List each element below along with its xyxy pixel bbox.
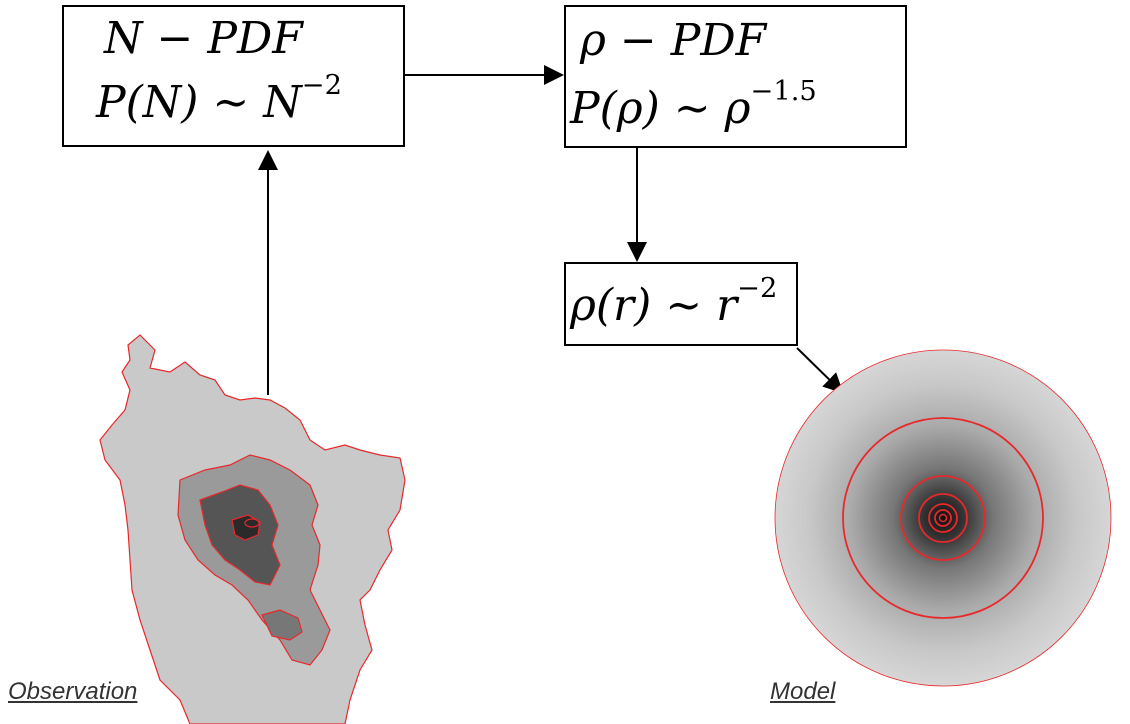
model-contour-6	[938, 513, 948, 523]
observation-peak	[244, 518, 260, 528]
rhopdf-formula: P(ρ) ∼ ρ−1.5	[570, 78, 817, 134]
profile-box: ρ(r) ∼ r−2	[564, 262, 798, 346]
model-contour-4	[928, 503, 958, 533]
model-contour-1	[842, 417, 1044, 619]
npdf-formula-base: P(N) ∼ N	[96, 77, 302, 128]
model-map	[774, 349, 1112, 687]
profile-formula: ρ(r) ∼ r−2	[570, 275, 777, 331]
model-caption: Model	[770, 678, 836, 705]
model-contour-5	[934, 509, 952, 527]
npdf-formula: P(N) ∼ N−2	[96, 72, 342, 128]
model-disk	[774, 349, 1112, 687]
observation-clump	[261, 609, 303, 641]
rhopdf-title: ρ − PDF	[580, 15, 767, 66]
npdf-title: N − PDF	[104, 13, 303, 64]
observation-map	[99, 334, 406, 724]
observation-caption: Observation	[8, 678, 138, 705]
npdf-box: N − PDF P(N) ∼ N−2	[62, 5, 405, 147]
profile-formula-exponent: −2	[737, 272, 778, 304]
rhopdf-box: ρ − PDF P(ρ) ∼ ρ−1.5	[564, 5, 907, 148]
rhopdf-formula-base: P(ρ) ∼ ρ	[570, 83, 751, 134]
npdf-formula-exponent: −2	[301, 69, 342, 101]
rhopdf-formula-exponent: −1.5	[750, 75, 817, 107]
observation-cloud-core	[231, 514, 261, 541]
model-contour-3	[918, 493, 968, 543]
profile-formula-base: ρ(r) ∼ r	[570, 280, 738, 331]
model-contour-2	[900, 475, 986, 561]
arrow-profile-to-model	[796, 347, 844, 394]
